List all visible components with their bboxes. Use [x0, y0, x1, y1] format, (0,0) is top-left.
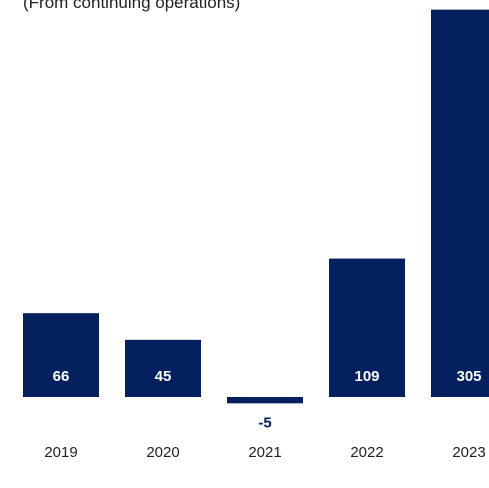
value-label-2023: 305 [456, 368, 481, 385]
x-tick-2021: 2021 [248, 444, 281, 461]
x-axis-tick-labels: 2019 2020 2021 2022 2023 [44, 444, 485, 461]
value-label-2022: 109 [354, 368, 379, 385]
bar-2021 [227, 397, 303, 404]
x-tick-2020: 2020 [146, 444, 179, 461]
value-label-2019: 66 [53, 368, 70, 385]
bar-2020 [125, 339, 201, 397]
value-label-2021: -5 [258, 414, 271, 431]
x-tick-2022: 2022 [350, 444, 383, 461]
bar-2023 [431, 9, 489, 398]
bars-group [23, 9, 489, 404]
value-label-2020: 45 [155, 368, 172, 385]
bar-2019 [23, 313, 99, 397]
chart-subtitle: (From continuing operations) [23, 0, 241, 12]
bar-2022 [329, 258, 405, 397]
value-labels-group: 66 45 -5 109 305 [53, 368, 482, 431]
x-tick-2023: 2023 [452, 444, 485, 461]
x-tick-2019: 2019 [44, 444, 77, 461]
